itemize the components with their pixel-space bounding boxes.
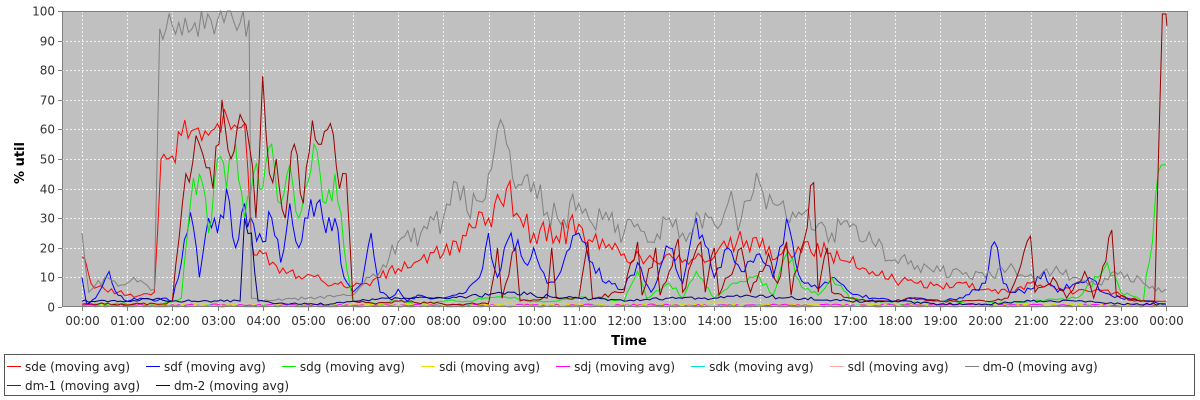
legend-label: dm-2 (moving avg) bbox=[174, 378, 290, 393]
plot-border bbox=[62, 11, 1188, 307]
y-tick-label: 70 bbox=[40, 94, 55, 108]
x-tick-label: 11:00 bbox=[562, 314, 597, 328]
x-tick-label: 14:00 bbox=[697, 314, 732, 328]
x-tick-label: 01:00 bbox=[110, 314, 145, 328]
legend-item-sdj: sdj (moving avg) bbox=[556, 357, 675, 376]
x-tick-label: 00:00 bbox=[1149, 314, 1184, 328]
legend-swatch bbox=[556, 366, 571, 367]
legend-label: sdf (moving avg) bbox=[164, 359, 266, 374]
y-tick-label: 40 bbox=[40, 183, 55, 197]
x-tick-label: 02:00 bbox=[155, 314, 190, 328]
legend-label: sdi (moving avg) bbox=[439, 359, 541, 374]
legend-label: dm-1 (moving avg) bbox=[25, 378, 141, 393]
x-tick-label: 06:00 bbox=[336, 314, 371, 328]
y-axis-label: % util bbox=[13, 142, 28, 184]
x-tick-label: 22:00 bbox=[1059, 314, 1094, 328]
x-tick-label: 12:00 bbox=[607, 314, 642, 328]
legend-swatch bbox=[829, 366, 844, 367]
legend-label: sdk (moving avg) bbox=[709, 359, 814, 374]
legend-swatch bbox=[7, 385, 21, 386]
y-tick-label: 20 bbox=[40, 242, 55, 256]
legend-item-sdk: sdk (moving avg) bbox=[691, 357, 814, 376]
x-tick-label: 17:00 bbox=[833, 314, 868, 328]
x-tick-label: 10:00 bbox=[517, 314, 552, 328]
legend-item-sdg: sdg (moving avg) bbox=[281, 357, 406, 376]
series-line-dm-1 bbox=[81, 13, 1168, 306]
x-tick-label: 19:00 bbox=[923, 314, 958, 328]
x-tick-label: 04:00 bbox=[246, 314, 281, 328]
x-tick-label: 23:00 bbox=[1104, 314, 1139, 328]
x-tick-label: 16:00 bbox=[788, 314, 823, 328]
y-tick-label: 60 bbox=[40, 123, 55, 137]
y-tick-label: 100 bbox=[32, 5, 55, 19]
legend-label: sdg (moving avg) bbox=[299, 359, 406, 374]
series-line-dm-2 bbox=[81, 218, 1167, 306]
legend-item-dm-2: dm-2 (moving avg) bbox=[156, 376, 289, 395]
legend-item-sdl: sdl (moving avg) bbox=[829, 357, 949, 376]
legend-label: dm-0 (moving avg) bbox=[982, 359, 1098, 374]
legend-item-sdi: sdi (moving avg) bbox=[421, 357, 540, 376]
y-tick-label: 90 bbox=[40, 35, 55, 49]
y-tick-label: 0 bbox=[47, 301, 55, 315]
legend-item-sde: sde (moving avg) bbox=[7, 357, 130, 376]
x-tick-label: 15:00 bbox=[743, 314, 778, 328]
x-tick-label: 00:00 bbox=[65, 314, 100, 328]
series-line-sde bbox=[81, 108, 1167, 303]
x-tick-label: 09:00 bbox=[472, 314, 507, 328]
legend-swatch bbox=[421, 366, 436, 367]
x-axis-ticks: 00:00 01:00 02:00 03:00 04:00 05:00 06:00 07:00… bbox=[65, 307, 1184, 328]
legend-swatch bbox=[691, 366, 706, 367]
y-tick-label: 10 bbox=[40, 271, 55, 285]
y-tick-label: 80 bbox=[40, 64, 55, 78]
series-line-sdf bbox=[81, 188, 1167, 305]
line-chart: 0 10 20 30 40 50 60 70 80 90 100 00:00 01:00 02:00 03… bbox=[13, 5, 1188, 349]
legend-swatch bbox=[156, 385, 171, 386]
grid-lines bbox=[62, 11, 1188, 308]
legend-label: sdl (moving avg) bbox=[847, 359, 949, 374]
x-tick-label: 20:00 bbox=[968, 314, 1003, 328]
legend-label: sdj (moving avg) bbox=[574, 359, 676, 374]
x-tick-label: 13:00 bbox=[652, 314, 687, 328]
legend-label: sde (moving avg) bbox=[25, 359, 131, 374]
x-tick-label: 18:00 bbox=[878, 314, 913, 328]
legend: sde (moving avg) sdf (moving avg) sdg (mov… bbox=[4, 354, 1195, 396]
legend-swatch bbox=[964, 366, 979, 367]
legend-swatch bbox=[281, 366, 296, 367]
x-tick-label: 05:00 bbox=[291, 314, 326, 328]
y-tick-label: 50 bbox=[40, 153, 55, 167]
x-tick-label: 08:00 bbox=[426, 314, 461, 328]
x-tick-label: 21:00 bbox=[1014, 314, 1049, 328]
legend-swatch bbox=[7, 366, 21, 367]
legend-swatch bbox=[146, 366, 161, 367]
x-tick-label: 07:00 bbox=[381, 314, 416, 328]
legend-item-sdf: sdf (moving avg) bbox=[146, 357, 266, 376]
x-axis-label: Time bbox=[611, 334, 647, 349]
y-axis-ticks: 0 10 20 30 40 50 60 70 80 90 100 bbox=[32, 5, 62, 315]
x-tick-label: 03:00 bbox=[201, 314, 236, 328]
y-tick-label: 30 bbox=[40, 212, 55, 226]
legend-item-dm-0: dm-0 (moving avg) bbox=[964, 357, 1098, 376]
legend-item-dm-1: dm-1 (moving avg) bbox=[7, 376, 140, 395]
